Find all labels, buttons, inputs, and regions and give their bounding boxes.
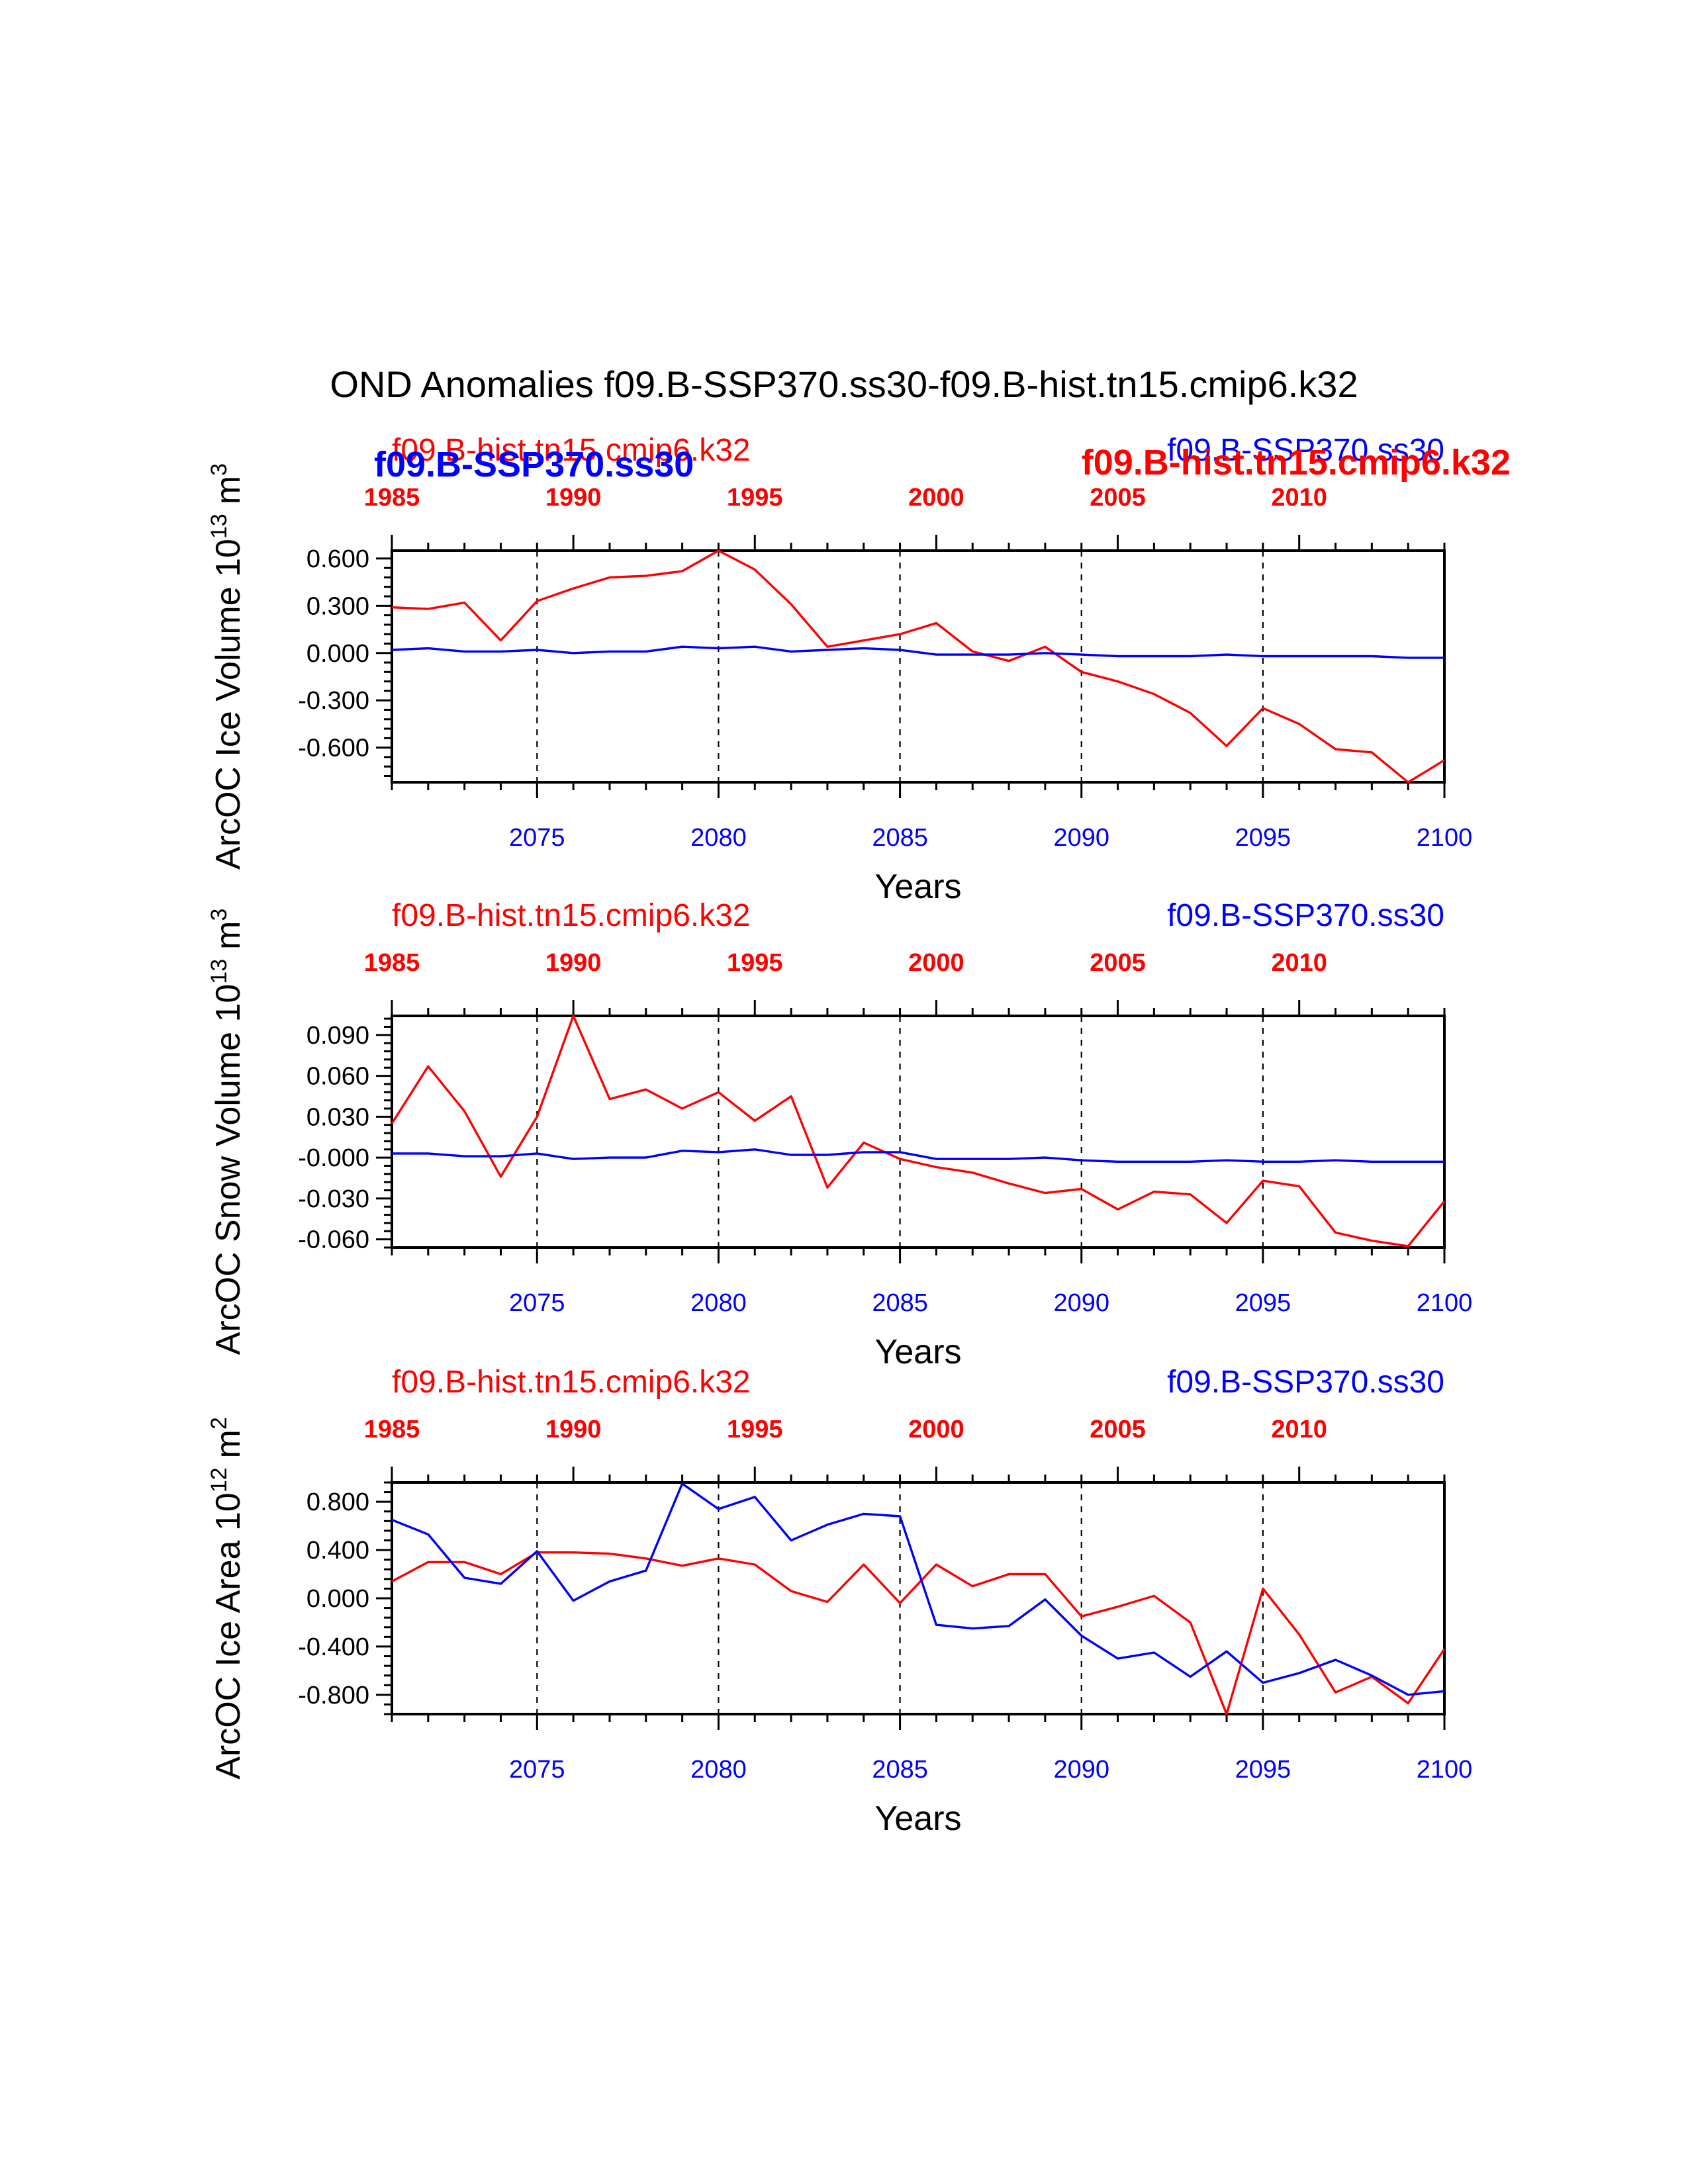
- x-tick-label-top: 1985: [364, 484, 420, 512]
- y-axis-title-unit: m: [209, 1430, 248, 1458]
- y-tick-label: 0.060: [306, 1063, 369, 1091]
- x-tick-label-top: 2000: [908, 484, 964, 512]
- x-tick-label-bottom: 2090: [1053, 824, 1109, 852]
- y-tick-label: -0.000: [298, 1144, 369, 1172]
- x-tick-label-bottom: 2095: [1235, 824, 1291, 852]
- x-tick-label-bottom: 2085: [872, 824, 928, 852]
- x-tick-label-top: 2010: [1271, 1416, 1327, 1443]
- x-tick-label-top: 1990: [545, 949, 602, 977]
- y-axis-title-unit-exponent: 3: [207, 463, 232, 476]
- y-axis-title-exponent: 13: [207, 514, 232, 539]
- x-tick-label-top: 2010: [1271, 484, 1327, 512]
- x-tick-label-bottom: 2080: [690, 1756, 747, 1784]
- label-hist-case: f09.B-hist.tn15.cmip6.k32: [392, 433, 751, 468]
- x-axis-title: Years: [874, 868, 961, 906]
- y-tick-label: 0.000: [306, 640, 369, 668]
- y-axis-title-text: ArcOC Ice Area 10: [209, 1492, 248, 1780]
- y-axis-title: ArcOC Ice Volume 1013 m3: [207, 463, 248, 870]
- x-tick-label-top: 1985: [364, 1416, 420, 1443]
- x-axis-title: Years: [874, 1799, 961, 1838]
- y-tick-label: 0.300: [306, 592, 369, 620]
- x-tick-label-top: 1995: [727, 1416, 783, 1443]
- x-tick-label-top: 2005: [1090, 484, 1146, 512]
- x-tick-label-bottom: 2080: [690, 1289, 747, 1317]
- y-axis-title-unit-exponent: 2: [207, 1417, 232, 1430]
- overlap-label-hist-bold: f09.B-hist.tn15.cmip6.k32: [1082, 443, 1511, 482]
- x-tick-label-top: 2000: [908, 949, 964, 977]
- x-tick-label-bottom: 2090: [1053, 1289, 1109, 1317]
- panel-3: 2075 2080 2085 2090 2095 2100 1985 1990 1995 2000…: [207, 1365, 1472, 1838]
- label-hist-case: f09.B-hist.tn15.cmip6.k32: [392, 898, 751, 933]
- x-tick-label-top: 2000: [908, 1416, 964, 1443]
- y-tick-label: -0.800: [298, 1682, 369, 1709]
- y-axis-title-text: ArcOC Snow Volume 10: [209, 984, 248, 1355]
- x-tick-label-bottom: 2090: [1053, 1756, 1109, 1784]
- x-tick-label-top: 2005: [1090, 949, 1146, 977]
- y-axis-title-unit: m: [209, 476, 248, 504]
- figure-title: OND Anomalies f09.B-SSP370.ss30-f09.B-hi…: [330, 363, 1358, 405]
- x-tick-label-bottom: 2095: [1235, 1756, 1291, 1784]
- x-tick-label-bottom: 2075: [509, 1289, 565, 1317]
- y-tick-label: -0.300: [298, 687, 369, 715]
- x-axis-title: Years: [874, 1333, 961, 1371]
- series-line-hist: [391, 549, 1445, 784]
- y-axis-title: ArcOC Ice Area 1012 m2: [207, 1417, 248, 1780]
- y-tick-label: 0.000: [306, 1585, 369, 1613]
- series-line-hist: [391, 1015, 1446, 1248]
- label-ssp-case: f09.B-SSP370.ss30: [1167, 1365, 1444, 1400]
- x-tick-label-bottom: 2080: [690, 824, 747, 852]
- y-axis-title-text: ArcOC Ice Volume 10: [209, 539, 248, 870]
- label-ssp-case: f09.B-SSP370.ss30: [1167, 898, 1444, 933]
- x-tick-label-top: 1990: [545, 1416, 602, 1443]
- label-ssp-case: f09.B-SSP370.ss30: [1167, 433, 1444, 468]
- y-tick-label: -0.600: [298, 735, 369, 762]
- plot-frame: [391, 1015, 1446, 1249]
- x-tick-label-top: 2005: [1090, 1416, 1146, 1443]
- x-tick-label-bottom: 2100: [1417, 824, 1473, 852]
- x-tick-label-bottom: 2085: [872, 1289, 928, 1317]
- y-tick-label: 0.400: [306, 1537, 369, 1565]
- series-line-ssp: [392, 1148, 1444, 1163]
- y-axis-title-exponent: 13: [207, 959, 232, 984]
- x-tick-label-bottom: 2100: [1417, 1289, 1473, 1317]
- y-axis-title-unit-exponent: 3: [207, 909, 232, 921]
- x-tick-label-top: 1985: [364, 949, 420, 977]
- plot-frame: [391, 1481, 1446, 1715]
- x-tick-label-bottom: 2075: [509, 824, 565, 852]
- plot-frame: [391, 549, 1446, 784]
- panel-1: 2075 2080 2085 2090 2095 2100 1985 1990 1995 2000…: [207, 433, 1472, 906]
- y-tick-label: -0.030: [298, 1185, 369, 1213]
- x-tick-label-top: 1990: [545, 484, 602, 512]
- x-tick-label-top: 1995: [727, 949, 783, 977]
- series-line-ssp: [391, 1482, 1445, 1696]
- y-tick-label: 0.800: [306, 1488, 369, 1516]
- y-axis-title-unit: m: [209, 921, 248, 950]
- x-tick-label-bottom: 2095: [1235, 1289, 1291, 1317]
- x-tick-label-top: 2010: [1271, 949, 1327, 977]
- x-tick-label-top: 1995: [727, 484, 783, 512]
- y-axis-title-exponent: 12: [207, 1467, 232, 1492]
- x-tick-label-bottom: 2075: [509, 1756, 565, 1784]
- series-line-ssp: [391, 645, 1444, 659]
- panels-group: 2075 2080 2085 2090 2095 2100 1985 1990 1995 2000…: [207, 433, 1511, 1838]
- y-tick-label: 0.030: [306, 1103, 369, 1131]
- series-line-hist: [391, 1551, 1446, 1715]
- overlap-label-ssp-bold: f09.B-SSP370.ss30: [374, 445, 694, 484]
- y-tick-label: -0.400: [298, 1633, 369, 1661]
- panel-2: 2075 2080 2085 2090 2095 2100 1985 1990 1995 2000…: [207, 898, 1472, 1371]
- label-hist-case: f09.B-hist.tn15.cmip6.k32: [392, 1365, 751, 1400]
- x-tick-label-bottom: 2100: [1417, 1756, 1473, 1784]
- y-tick-label: 0.600: [306, 545, 369, 573]
- y-axis-title: ArcOC Snow Volume 1013 m3: [207, 909, 248, 1355]
- y-tick-label: -0.060: [298, 1226, 369, 1254]
- y-tick-label: 0.090: [306, 1022, 369, 1050]
- x-tick-label-bottom: 2085: [872, 1756, 928, 1784]
